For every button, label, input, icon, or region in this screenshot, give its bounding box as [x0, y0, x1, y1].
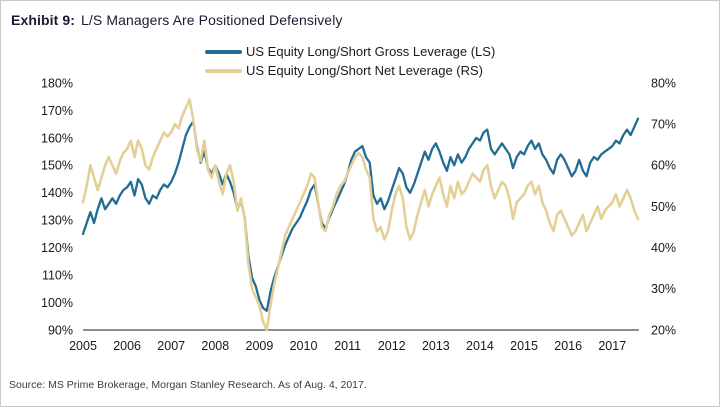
chart-canvas: 180% 170% 160% 150% 140% 130% 120% 110% 100% 90% 8…: [41, 76, 676, 353]
svg-text:2016: 2016: [554, 339, 582, 353]
svg-text:170%: 170%: [41, 104, 73, 118]
exhibit-title-text: L/S Managers Are Positioned Defensively: [81, 12, 343, 28]
svg-text:2008: 2008: [201, 339, 229, 353]
svg-text:60%: 60%: [651, 159, 676, 173]
svg-text:80%: 80%: [651, 76, 676, 90]
legend-label-gross: US Equity Long/Short Gross Leverage (LS): [246, 44, 496, 59]
svg-text:2010: 2010: [290, 339, 318, 353]
legend-item-gross-leverage: US Equity Long/Short Gross Leverage (LS): [205, 44, 495, 59]
svg-text:2005: 2005: [69, 339, 97, 353]
svg-text:110%: 110%: [42, 268, 73, 282]
chart-legend: US Equity Long/Short Gross Leverage (LS)…: [205, 44, 495, 78]
svg-text:2012: 2012: [378, 339, 406, 353]
svg-text:90%: 90%: [48, 323, 73, 337]
svg-text:130%: 130%: [41, 214, 73, 228]
svg-text:2006: 2006: [113, 339, 141, 353]
legend-item-net-leverage: US Equity Long/Short Net Leverage (RS): [205, 63, 495, 78]
svg-text:30%: 30%: [651, 282, 676, 296]
svg-text:2014: 2014: [466, 339, 494, 353]
svg-text:50%: 50%: [651, 200, 676, 214]
net-leverage-line-swatch-icon: [205, 68, 242, 73]
net-leverage-line: [81, 98, 640, 332]
svg-text:2007: 2007: [157, 339, 185, 353]
exhibit-number: Exhibit 9:: [11, 12, 76, 28]
exhibit-title: Exhibit 9: L/S Managers Are Positioned De…: [11, 12, 343, 28]
gross-leverage-line: [81, 117, 640, 312]
right-axis-labels: 80% 70% 60% 50% 40% 30% 20%: [651, 76, 676, 337]
legend-label-net: US Equity Long/Short Net Leverage (RS): [246, 63, 484, 78]
svg-text:20%: 20%: [651, 323, 676, 337]
svg-text:180%: 180%: [41, 76, 73, 90]
svg-text:140%: 140%: [41, 186, 73, 200]
svg-text:120%: 120%: [41, 241, 73, 255]
svg-text:2017: 2017: [598, 339, 626, 353]
svg-text:70%: 70%: [651, 118, 676, 132]
svg-text:2013: 2013: [422, 339, 450, 353]
svg-text:40%: 40%: [651, 241, 676, 255]
svg-text:2011: 2011: [334, 339, 361, 353]
svg-text:160%: 160%: [41, 131, 73, 145]
x-axis-labels: 2005 2006 2007 2008 2009 2010 2011 2012 2013 2014…: [69, 339, 626, 353]
source-note: Source: MS Prime Brokerage, Morgan Stanl…: [9, 379, 367, 391]
svg-text:2015: 2015: [510, 339, 538, 353]
svg-text:100%: 100%: [41, 296, 73, 310]
svg-text:2009: 2009: [246, 339, 274, 353]
svg-text:150%: 150%: [41, 159, 73, 173]
gross-leverage-line-swatch-icon: [205, 49, 242, 54]
left-axis-labels: 180% 170% 160% 150% 140% 130% 120% 110% 100% 90%: [41, 76, 73, 337]
